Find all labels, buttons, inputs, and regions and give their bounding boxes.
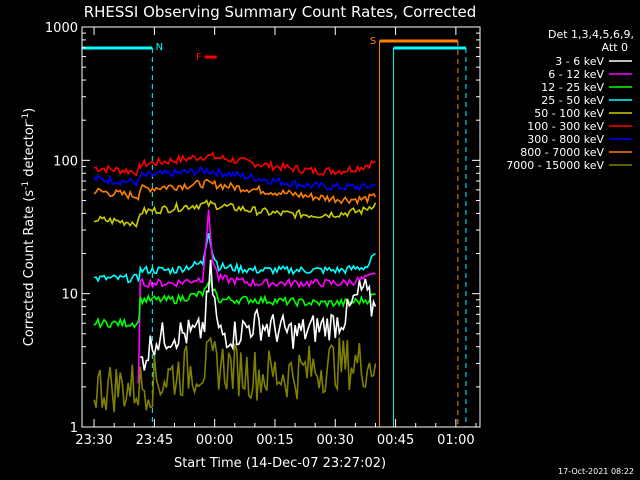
chart-title: RHESSI Observing Summary Count Rates, Co…	[84, 3, 477, 21]
series-line-3	[93, 198, 377, 229]
series-line-4	[94, 232, 376, 284]
series-line-6	[93, 277, 376, 330]
legend-entry-label-5: 100 - 300 keV	[527, 120, 604, 133]
x-axis-label: Start Time (14-Dec-07 23:27:02)	[174, 456, 386, 471]
series-line-7	[140, 259, 377, 371]
x-tick-label-2: 00:00	[196, 433, 233, 448]
x-tick-label-4: 00:30	[317, 433, 354, 448]
legend-entry-label-8: 7000 - 15000 keV	[506, 159, 604, 172]
y-tick-label-0: 1	[70, 421, 78, 436]
series-line-2	[93, 178, 377, 206]
flag-label-n: N	[156, 42, 163, 53]
legend-entry-label-1: 6 - 12 keV	[548, 68, 604, 81]
legend-entry-label-0: 3 - 6 keV	[555, 55, 604, 68]
legend-entry-label-6: 300 - 800 keV	[527, 133, 604, 146]
series-layer	[93, 151, 377, 413]
legend-header-detectors: Det 1,3,4,5,6,9,	[548, 28, 634, 41]
legend-entry-label-4: 50 - 100 keV	[534, 107, 604, 120]
series-line-8	[93, 336, 377, 413]
legend-entry-label-2: 12 - 25 keV	[541, 81, 604, 94]
mission-flag-bars: N F S	[82, 36, 467, 427]
y-tick-label-2: 100	[53, 154, 78, 169]
x-tick-label-0: 23:30	[75, 433, 112, 448]
flag-label-s: S	[370, 36, 376, 47]
series-line-0	[93, 151, 376, 177]
y-tick-label-3: 1000	[45, 21, 78, 36]
series-line-1	[93, 165, 376, 192]
plot-frame	[81, 26, 481, 428]
flag-label-f: F	[196, 52, 202, 63]
x-tick-label-5: 00:45	[377, 433, 414, 448]
axes: 23:30 23:45 00:00 00:15 00:30 00:45 01:00 1 10 10…	[45, 21, 480, 448]
x-tick-label-3: 00:15	[256, 433, 293, 448]
legend-entry-label-7: 800 - 7000 keV	[520, 146, 604, 159]
footer-timestamp: 17-Oct-2021 08:22	[558, 467, 634, 476]
series-line-5	[137, 209, 376, 384]
y-tick-label-1: 10	[61, 288, 78, 303]
y-axis-label: Corrected Count Rate (s-1 detector-1)	[21, 108, 37, 346]
legend-entry-label-3: 25 - 50 keV	[541, 94, 604, 107]
x-tick-label-6: 01:00	[437, 433, 474, 448]
x-tick-label-1: 23:45	[136, 433, 173, 448]
legend-header-attenuator: Att 0	[602, 41, 628, 54]
